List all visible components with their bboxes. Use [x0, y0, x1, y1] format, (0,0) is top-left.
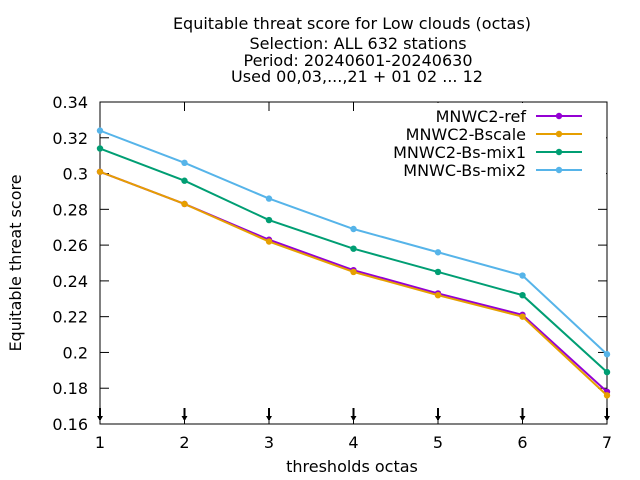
x-tick-label: 6 [517, 433, 527, 452]
y-tick-label: 0.2 [63, 343, 88, 362]
data-point [350, 225, 357, 233]
chart-title: Equitable threat score for Low clouds (o… [173, 14, 531, 86]
data-point [519, 292, 526, 299]
chart-title-line-4: Used 00,03,...,21 + 01 02 ... 12 [231, 67, 483, 86]
x-tick-label: 1 [95, 433, 105, 452]
data-point [265, 216, 273, 224]
data-point [96, 127, 104, 134]
legend-swatch-marker [555, 148, 563, 156]
data-point [265, 195, 273, 202]
data-point [181, 177, 188, 184]
data-point [265, 238, 273, 245]
x-tick-marker-head [604, 416, 610, 421]
y-tick-label: 0.32 [52, 129, 88, 148]
x-axis-ticks: 1 2 3 4 5 6 7 [95, 102, 612, 452]
data-point [434, 292, 442, 299]
y-tick-label: 0.24 [52, 272, 88, 291]
chart-title-line-3: Period: 20240601-20240630 [243, 51, 472, 70]
data-point [603, 368, 611, 376]
legend: MNWC2-refMNWC2-BscaleMNWC2-Bs-mix1MNWC-B… [382, 103, 606, 180]
data-point [350, 245, 357, 252]
data-point [603, 392, 611, 399]
data-point [603, 351, 611, 358]
series-2 [96, 168, 611, 399]
x-tick-label: 4 [348, 433, 358, 452]
legend-label: MNWC-Bs-mix2 [403, 161, 526, 180]
y-tick-label: 0.22 [52, 308, 88, 327]
data-point [434, 249, 442, 256]
series-line [99, 170, 608, 393]
y-tick-label: 0.34 [52, 93, 88, 112]
legend-label: MNWC2-ref [436, 107, 527, 126]
y-tick-label: 0.3 [63, 165, 88, 184]
x-tick-label: 3 [264, 433, 274, 452]
y-axis-ticks: 0.16 0.18 0.2 0.22 0.24 0.26 0.28 0.3 0.32 0.34 [52, 93, 607, 434]
x-tick-label: 7 [602, 433, 612, 452]
data-point [96, 168, 104, 175]
y-tick-label: 0.18 [52, 379, 88, 398]
data-point [434, 268, 442, 276]
y-tick-label: 0.26 [52, 236, 88, 255]
legend-label: MNWC2-Bs-mix1 [393, 143, 526, 162]
data-point [519, 272, 526, 279]
chart-title-line-2: Selection: ALL 632 stations [249, 34, 466, 53]
x-tick-marker-head [350, 416, 357, 421]
y-tick-label: 0.28 [52, 200, 88, 219]
x-tick-marker-head [435, 416, 441, 421]
x-tick-label: 5 [433, 433, 443, 452]
y-axis-label: Equitable threat score [6, 174, 25, 351]
data-point [96, 145, 104, 152]
legend-label: MNWC2-Bscale [406, 125, 526, 144]
legend-swatch-marker [555, 130, 563, 138]
series-layer [96, 127, 611, 399]
series-1 [96, 168, 611, 395]
data-point [181, 200, 188, 208]
y-tick-label: 0.16 [52, 415, 88, 434]
series-line [99, 147, 608, 373]
data-point [181, 159, 188, 167]
x-tick-marker-head [97, 416, 103, 421]
legend-swatch-marker [555, 166, 563, 174]
chart-title-line-1: Equitable threat score for Low clouds (o… [173, 14, 531, 33]
data-point [350, 268, 357, 276]
x-tick-marker-head [266, 416, 272, 421]
legend-swatch-marker [555, 112, 563, 120]
x-tick-marker-head [181, 416, 188, 421]
x-tick-marker-head [519, 416, 526, 421]
series-3 [96, 145, 611, 376]
x-axis-label: thresholds octas [286, 457, 418, 476]
data-point [519, 313, 526, 320]
series-4 [96, 127, 611, 358]
x-tick-label: 2 [179, 433, 189, 452]
